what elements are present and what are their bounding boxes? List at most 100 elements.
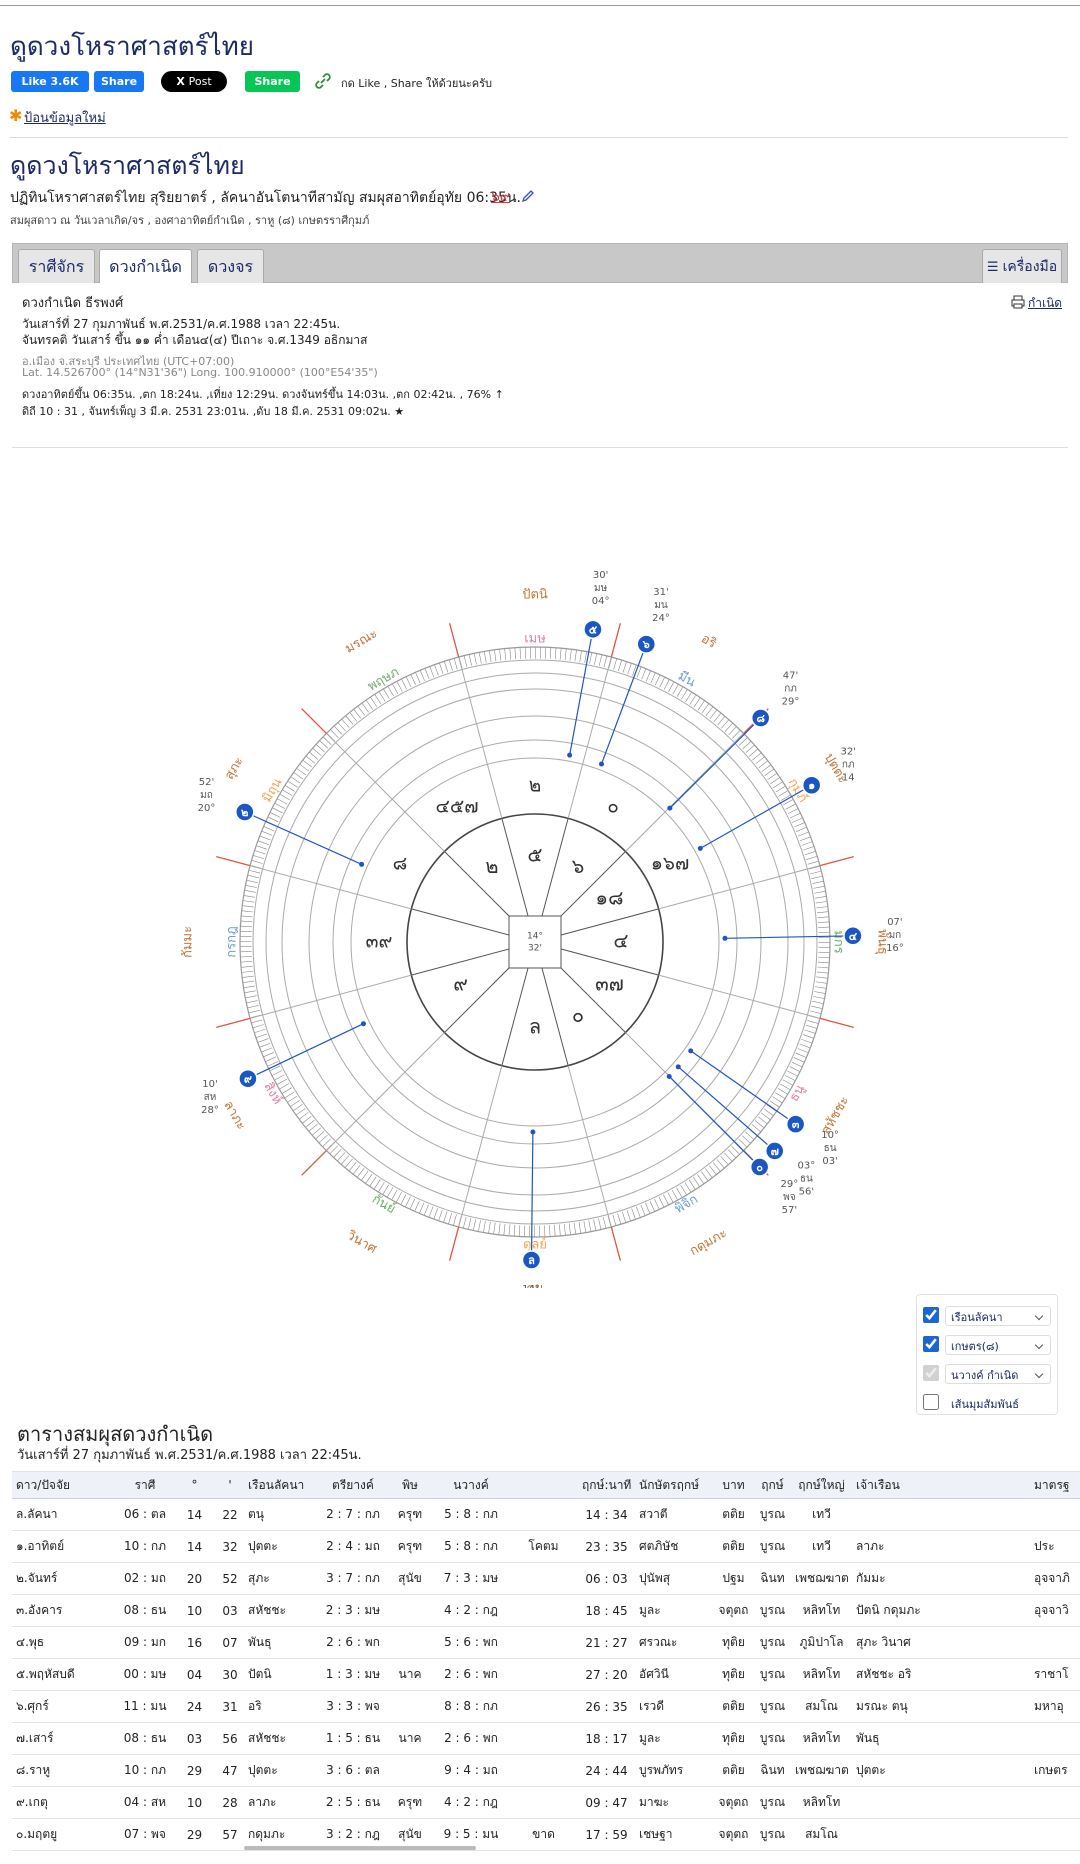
table-row: ๖.ศุกร์ 11 : มน 24 31 อริ 3 : 3 : พจ 8 : 8 : ก… — [12, 1690, 1080, 1723]
sign-boundary — [658, 974, 821, 1019]
header-row: ดาว/ปัจจัย ราศี ° ' เรือนลัคนา ตรียางค์ พิษ นวา… — [12, 1471, 1080, 1499]
table-cell — [387, 1626, 433, 1659]
checkbox[interactable] — [923, 1307, 939, 1323]
section-title: ดูดวงโหราศาสตร์ไทย — [10, 151, 245, 180]
new-input-link[interactable]: ป้อนข้อมูลใหม่ — [24, 111, 106, 126]
dropdown-arrow — [1034, 1369, 1044, 1379]
natal-planets: ๕ — [527, 843, 542, 867]
table-cell: สุนัข — [387, 1562, 433, 1595]
natal-planets: ๒ — [485, 854, 498, 878]
data-table: ดาว/ปัจจัย ราศี ° ' เรือนลัคนา ตรียางค์ พิษ นวา… — [12, 1471, 1080, 1851]
table-cell — [1030, 1722, 1080, 1755]
table-cell: 29 — [173, 1818, 216, 1851]
table-cell: ปุนัพสุ — [635, 1562, 713, 1595]
table-cell — [852, 1498, 1030, 1531]
table-cell: 17 : 59 — [578, 1818, 635, 1851]
table-row: ๗.เสาร์ 08 : ธน 03 56 สหัชชะ 1 : 5 : ธน นาค 2 :… — [12, 1722, 1080, 1755]
dropdown[interactable] — [945, 1306, 1051, 1326]
marker-symbol: ๑ — [808, 779, 815, 792]
dropdown-arrow — [1034, 1311, 1044, 1321]
table-cell — [509, 1690, 578, 1723]
table-cell: 3 : 7 : กภ — [319, 1562, 387, 1595]
table-cell — [509, 1658, 578, 1691]
house-name: สุภะ — [222, 755, 247, 783]
table-cell: บูรณ — [754, 1818, 791, 1851]
table-title: ตารางสมผุสดวงกำเนิด — [17, 1422, 214, 1446]
marker-label: 47' — [783, 670, 798, 681]
table-cell: 07 — [216, 1626, 244, 1659]
link-icon[interactable] — [314, 72, 332, 90]
table-cell — [1030, 1786, 1080, 1819]
table-row: ๙.เกตุ 04 : สห 10 28 ลาภะ 2 : 5 : ธน ครุฑ 4 : 2… — [12, 1786, 1080, 1819]
natal-planets: ๑๘ — [595, 886, 623, 910]
share-button[interactable]: Share — [94, 71, 144, 92]
checkbox[interactable] — [923, 1365, 939, 1381]
table-cell: 30 — [216, 1658, 244, 1691]
line-share-button[interactable]: Share — [245, 71, 300, 92]
tab[interactable]: ราศีจักร — [18, 249, 95, 283]
tools-button[interactable]: ☰ เครื่องมือ — [982, 249, 1062, 283]
print-link[interactable]: กำเนิด — [1028, 296, 1063, 310]
table-cell: สหัชชะ — [244, 1722, 319, 1755]
table-cell: ปัตนิ กดุมภะ — [852, 1594, 1030, 1627]
table-cell: 2 : 6 : พก — [433, 1722, 509, 1755]
info-line: วันเสาร์ที่ 27 กุมภาพันธ์ พ.ศ.2531/ค.ศ.1… — [22, 317, 341, 331]
marker-dot — [598, 761, 604, 767]
subtitle-mark[interactable]: ๖๙ — [491, 189, 511, 205]
dropdown[interactable] — [945, 1364, 1051, 1384]
table-cell: 10 : กภ — [117, 1754, 173, 1787]
table-cell: 28 — [216, 1786, 244, 1819]
table-cell: 2 : 4 : มถ — [319, 1530, 387, 1563]
marker-dot — [688, 1048, 694, 1054]
marker-symbol: ๘ — [756, 712, 765, 725]
marker-symbol: ๗ — [771, 1145, 779, 1158]
marker-label: 14° — [522, 1284, 540, 1288]
print-icon[interactable] — [1010, 294, 1026, 310]
scrollbar[interactable] — [244, 1846, 476, 1850]
dropdown[interactable] — [945, 1335, 1051, 1355]
marker — [238, 1068, 258, 1089]
natal-planets: ๙ — [453, 972, 468, 996]
edit-icon[interactable] — [520, 188, 536, 204]
checkbox[interactable] — [923, 1394, 939, 1410]
sign-boundary-outer — [819, 1017, 854, 1029]
tab[interactable]: ดวงจร — [197, 249, 264, 283]
house-name: วินาศ — [343, 1228, 379, 1258]
header-cell: นวางค์ — [433, 1471, 509, 1499]
table-cell: มาฆะ — [635, 1786, 713, 1819]
table-row: ๑.อาทิตย์ 10 : กภ 14 32 ปุตตะ 2 : 4 : มถ ครุฑ 5… — [12, 1530, 1080, 1563]
header-cell: ฤกษ์ — [754, 1471, 791, 1499]
table-cell: จตุตถ — [713, 1786, 754, 1819]
table-cell: ฉินท — [754, 1562, 791, 1595]
house-name: ปัตนิ — [522, 588, 548, 603]
table-cell: ๒.จันทร์ — [12, 1562, 117, 1595]
sign-boundary-outer — [819, 855, 854, 867]
info-place: อ.เมือง จ.สระบุรี ประเทศไทย (UTC+07:00) — [22, 355, 235, 368]
table-cell: ตติย — [713, 1754, 754, 1787]
table-body: ล.ลัคนา 06 : ตล 14 22 ตนุ 2 : 7 : กภ ครุฑ 5 : 8… — [12, 1498, 1080, 1851]
natal-planets: ล — [529, 1015, 541, 1039]
sign-name: มีน — [675, 668, 698, 691]
table-cell: หลิทโท — [791, 1722, 852, 1755]
table-cell: นาค — [387, 1722, 433, 1755]
table-cell: 7 : 3 : มษ — [433, 1562, 509, 1595]
dropdown-arrow — [1034, 1340, 1044, 1350]
like-button[interactable]: Like 3.6K — [11, 71, 89, 92]
marker-symbol: ๓ — [792, 1118, 800, 1131]
table-cell: สุภะ วินาศ — [852, 1626, 1030, 1659]
checkbox[interactable] — [923, 1336, 939, 1352]
table-cell: 47 — [216, 1754, 244, 1787]
marker — [235, 802, 255, 822]
table-cell: มรณะ ตนุ — [852, 1690, 1030, 1723]
sign-boundary — [249, 974, 412, 1019]
sign-boundary-outer — [610, 623, 622, 658]
post-button[interactable]: X Post — [161, 71, 227, 92]
share-note: กด Like , Share ให้ด้วยนะครับ — [341, 77, 493, 90]
tab-active[interactable]: ดวงกำเนิด — [99, 249, 192, 283]
table-cell — [387, 1690, 433, 1723]
table-cell: พันธุ — [244, 1626, 319, 1659]
table-cell: 03 — [216, 1594, 244, 1627]
table-cell: อัศวินี — [635, 1658, 713, 1691]
table-cell: เพชฌฆาต — [791, 1754, 852, 1787]
table-cell: 3 : 6 : ตล — [319, 1754, 387, 1787]
